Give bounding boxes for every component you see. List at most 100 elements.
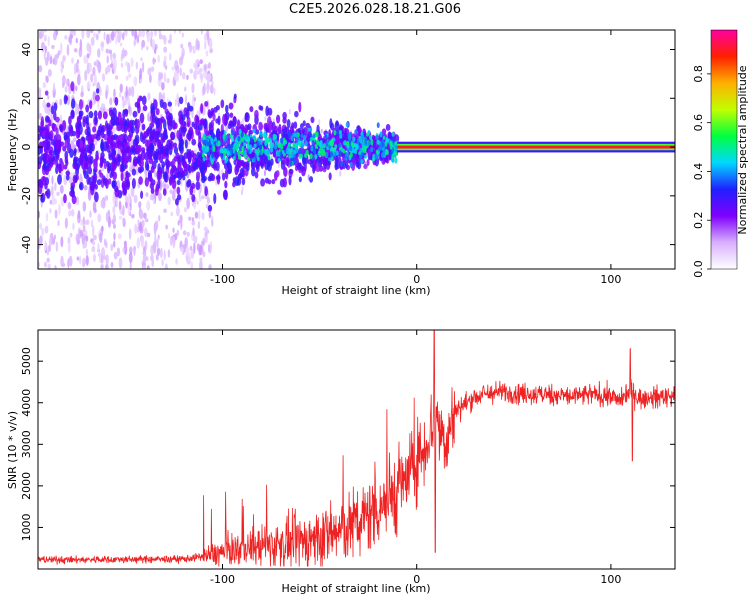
snr-y-ticks: 1000 2000 3000 4000 5000: [20, 347, 675, 541]
spectrogram-active-cell: [340, 147, 344, 152]
spectrogram-scatter-cell: [140, 57, 143, 62]
spectrogram-band-cell: [100, 132, 105, 139]
spectrogram-band-cell: [154, 186, 159, 197]
spectrogram-band-cell: [186, 121, 190, 128]
spectrogram-band-cell: [170, 131, 175, 141]
spectrogram-active-cell: [340, 160, 344, 167]
spectrogram-scatter-cell: [165, 224, 168, 230]
spectrogram-active-cell: [226, 151, 230, 157]
spectrogram-active-cell: [300, 139, 304, 147]
spectrogram-band-cell: [302, 120, 306, 127]
spectrogram-scatter-cell: [59, 98, 62, 106]
spectrogram-active-cell: [202, 157, 206, 162]
spectrogram-scatter-cell: [53, 54, 58, 66]
spectrogram-active-cell: [311, 140, 315, 146]
spectrogram-scatter-cell: [51, 175, 54, 185]
spectrogram-x-label: Height of straight line (km): [281, 284, 430, 297]
spectrogram-scatter-cell: [133, 40, 136, 47]
spectrogram-scatter-cell: [89, 30, 94, 34]
spectrogram-band-cell: [195, 171, 201, 179]
spectrogram-scatter-cell: [65, 78, 69, 86]
spectrogram-band-cell: [95, 133, 101, 141]
spectrogram-scatter-cell: [320, 128, 323, 134]
spectrogram-band-cell: [56, 163, 61, 169]
spectrogram-scatter-cell: [203, 33, 208, 42]
spectrogram-scatter-cell: [79, 38, 83, 51]
spectrogram-band-cell: [265, 105, 270, 117]
spectrogram-scatter-cell: [198, 209, 201, 220]
spectrogram-scatter-cell: [112, 206, 115, 214]
spectrogram-active-cell: [300, 133, 304, 139]
spectrogram-scatter-cell: [163, 208, 167, 213]
spectrogram-scatter-cell: [264, 116, 267, 121]
spectrogram-band-cell: [70, 185, 75, 192]
spectrogram-band-cell: [208, 172, 214, 181]
spectrogram-band-cell: [82, 148, 87, 159]
spectrogram-band-cell: [122, 149, 127, 156]
spectrogram-band-cell: [38, 145, 42, 155]
spectrogram-band-cell: [298, 101, 302, 113]
spectrogram-scatter-cell: [191, 220, 196, 226]
spectrogram-scatter-cell: [176, 92, 179, 105]
spectrogram-active-cell: [269, 141, 273, 148]
spectrogram-scatter-cell: [144, 240, 148, 251]
spectrogram-scatter-cell: [112, 214, 117, 224]
spectrogram-scatter-cell: [139, 128, 143, 133]
spectrogram-scatter-cell: [170, 211, 173, 217]
spectrogram-band-cell: [194, 114, 199, 125]
spectrogram-band-cell: [73, 148, 77, 154]
spectrogram-scatter-cell: [184, 86, 187, 92]
spectrogram-band-cell: [155, 108, 160, 116]
spectrogram-scatter-cell: [147, 92, 151, 101]
spectrogram-band-cell: [363, 164, 368, 170]
spectrogram-band-cell: [160, 116, 165, 123]
spectrogram-scatter-cell: [169, 189, 173, 195]
spectrogram-scatter-cell: [45, 75, 49, 84]
spectrogram-band-cell: [141, 123, 146, 131]
spectrogram-scatter-cell: [121, 95, 124, 101]
spectrogram-scatter-cell: [178, 30, 182, 35]
spectrogram-active-cell: [364, 141, 368, 147]
spectrogram-scatter-cell: [241, 186, 244, 193]
spectrogram-band-cell: [176, 179, 181, 186]
spectrogram-band-cell: [89, 182, 94, 192]
spectrogram-band-cell: [53, 102, 58, 112]
spectrogram-scatter-cell: [153, 30, 157, 37]
spectrogram-scatter-cell: [177, 219, 180, 226]
spectrogram-band-cell: [254, 171, 259, 179]
spectrogram-band-cell: [40, 141, 44, 148]
spectrogram-band-cell: [86, 126, 91, 137]
spectrogram-scatter-cell: [109, 63, 114, 68]
spectrogram-scatter-cell: [130, 187, 134, 197]
spectrogram-active-cell: [297, 140, 301, 146]
spectrogram-active-cell: [243, 150, 247, 155]
spectrogram-scatter-cell: [158, 30, 162, 34]
spectrogram-band-cell: [124, 155, 129, 165]
spectrogram-scatter-cell: [203, 226, 208, 232]
spectrogram-scatter-cell: [162, 92, 166, 102]
spectrogram-scatter-cell: [43, 52, 46, 61]
spectrogram-scatter-cell: [101, 247, 106, 258]
spectrogram-scatter-cell: [92, 99, 95, 105]
spectrogram-scatter-cell: [204, 40, 207, 50]
spectrogram-active-cell: [249, 144, 253, 151]
spectrogram-scatter-cell: [144, 218, 149, 223]
spectrogram-scatter-cell: [180, 246, 184, 252]
spectrogram-scatter-cell: [60, 255, 64, 268]
spectrogram-active-cell: [270, 147, 274, 153]
spectrogram-scatter-cell: [165, 183, 170, 190]
spectrogram-band-cell: [197, 142, 203, 149]
spectrogram-band-cell: [97, 110, 103, 120]
spectrogram-scatter-cell: [125, 85, 128, 97]
spectrogram-band-cell: [130, 125, 135, 134]
spectrogram-band-cell: [176, 130, 180, 139]
spectrogram-scatter-cell: [120, 62, 124, 68]
spectrogram-active-cell: [391, 131, 395, 137]
spectrogram-active-cell: [237, 135, 241, 142]
spectrogram-band-cell: [112, 162, 116, 172]
spectrogram-active-cell: [325, 142, 329, 147]
spectrogram-active-cell: [394, 146, 398, 152]
spectrogram-band-cell: [296, 162, 302, 170]
spectrogram-active-cell: [349, 151, 353, 158]
spectrogram-band-cell: [177, 171, 183, 181]
